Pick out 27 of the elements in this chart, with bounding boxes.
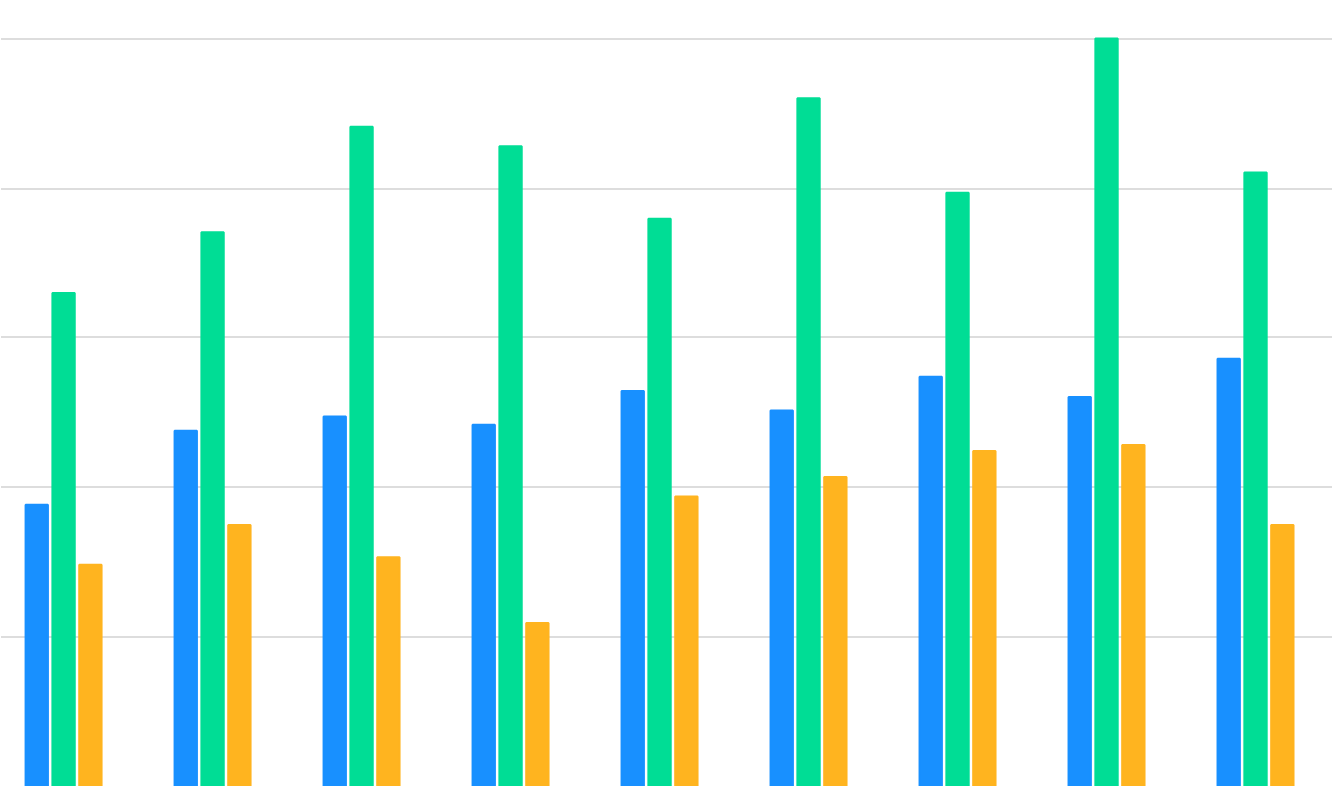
bar xyxy=(1121,443,1146,786)
bar xyxy=(823,476,848,786)
bar xyxy=(1067,395,1092,786)
bar xyxy=(1094,37,1119,786)
bar xyxy=(525,622,550,786)
bar xyxy=(471,423,496,786)
bar xyxy=(173,429,198,786)
bar xyxy=(498,145,523,786)
bar xyxy=(945,191,970,786)
bar xyxy=(647,217,672,786)
bar xyxy=(1270,524,1295,786)
bar xyxy=(918,375,943,786)
bar xyxy=(24,503,49,786)
bar xyxy=(376,556,401,786)
bar xyxy=(200,231,225,786)
bar xyxy=(972,449,997,786)
bar xyxy=(674,495,699,786)
bar xyxy=(620,390,645,786)
bar xyxy=(78,563,103,786)
bar xyxy=(349,125,374,786)
bar xyxy=(769,409,794,786)
bar xyxy=(51,291,76,786)
bar xyxy=(796,97,821,786)
bar xyxy=(1243,171,1268,786)
bar xyxy=(322,415,347,786)
bar xyxy=(1216,357,1241,786)
bar xyxy=(227,524,252,786)
